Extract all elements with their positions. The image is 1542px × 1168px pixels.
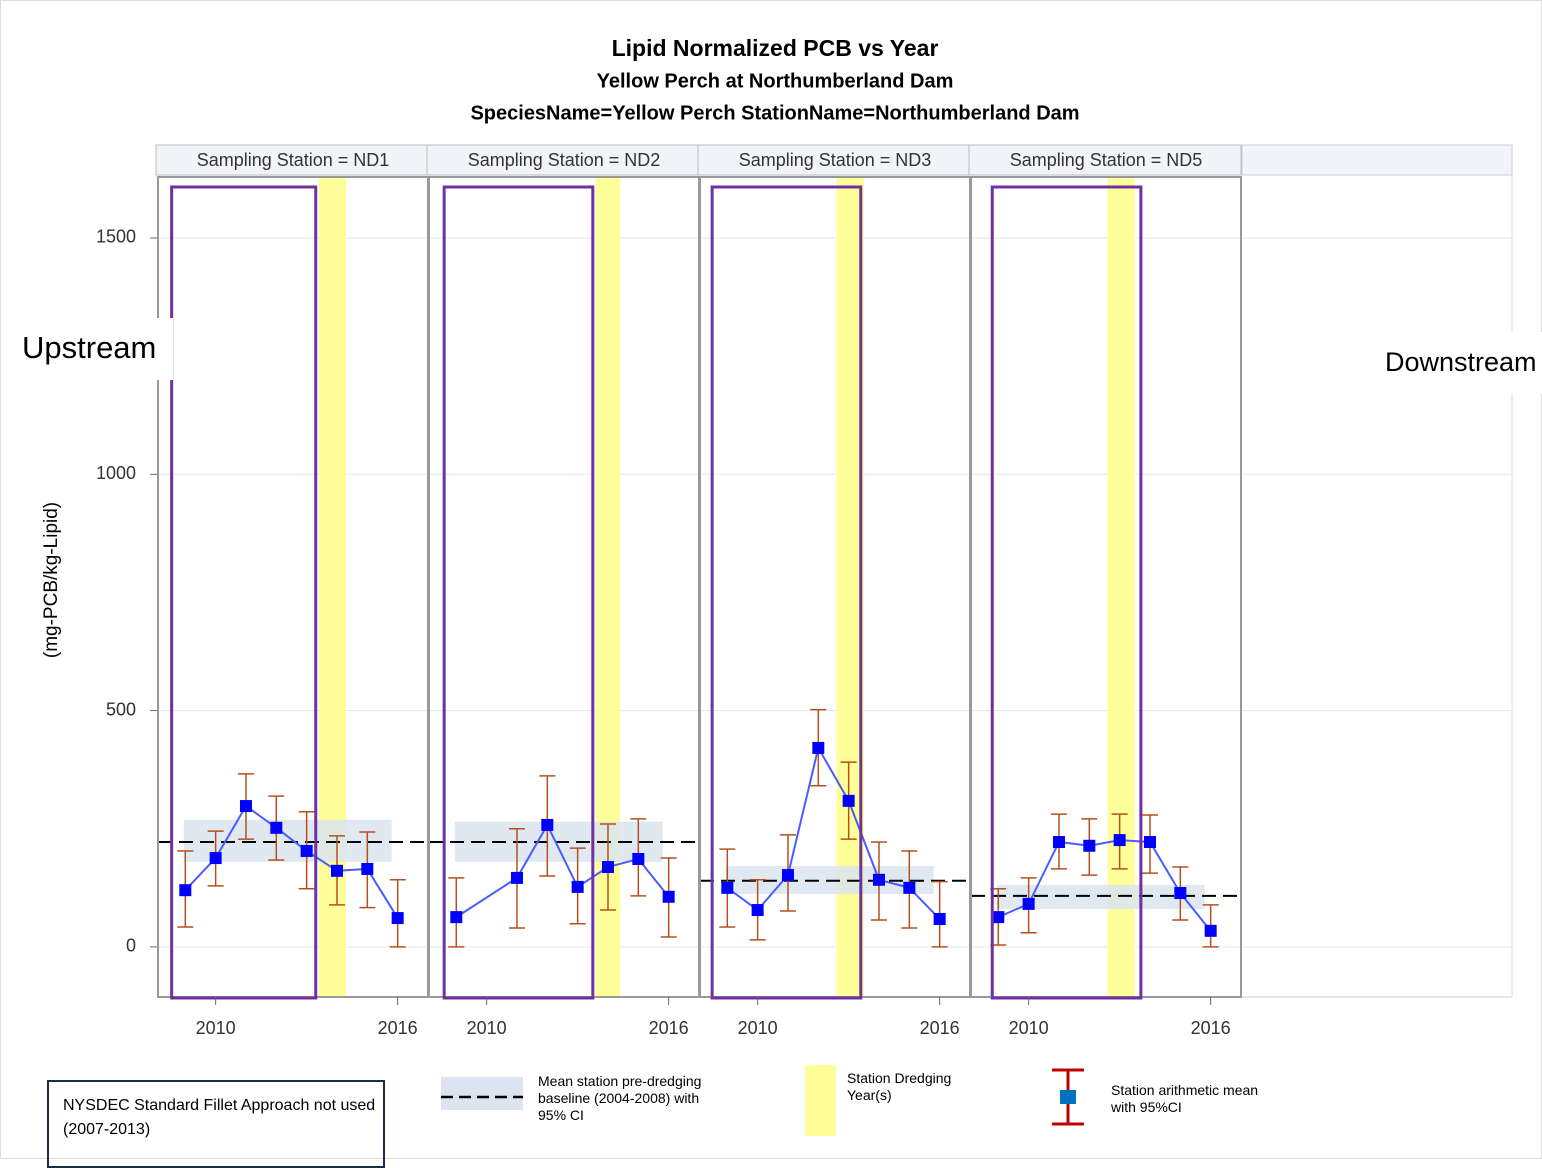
marker (781, 869, 794, 882)
chart-subtitle: Yellow Perch at Northumberland Dam (597, 70, 954, 92)
label-box (1370, 332, 1542, 394)
marker (1174, 887, 1187, 900)
y-tick-label: 1000 (96, 463, 136, 483)
marker (903, 881, 916, 894)
marker (510, 871, 523, 884)
marker (872, 873, 885, 886)
marker (1022, 897, 1035, 910)
panel-header (697, 144, 971, 176)
marker (270, 821, 283, 834)
marker (1052, 835, 1065, 848)
panel-header (1241, 144, 1513, 176)
panel-header (426, 144, 700, 176)
marker (992, 911, 1005, 924)
legend-swatch (441, 1077, 523, 1110)
legend-label: Station arithmetic mean with 95%CI (1111, 1082, 1259, 1115)
fillet-box (170, 185, 318, 1000)
marker (933, 913, 946, 926)
marker (601, 861, 614, 874)
panel-border (970, 176, 1242, 998)
legend-label: Mean station pre-dredging baseline (2004… (538, 1073, 702, 1123)
x-tick-label: 2016 (920, 1018, 960, 1038)
marker (361, 862, 374, 875)
fillet-box (442, 185, 595, 1000)
marker (541, 818, 554, 831)
panel-label: Sampling Station = ND2 (468, 150, 661, 170)
fillet-box (990, 185, 1143, 1000)
y-axis-label: (mg-PCB/kg-Lipid) (41, 502, 62, 658)
panel-header (155, 144, 429, 176)
x-tick-label: 2016 (378, 1018, 418, 1038)
marker (330, 864, 343, 877)
panel-border (157, 176, 429, 998)
legend-label: Station Dredging Year(s) (847, 1070, 952, 1103)
marker (209, 852, 222, 865)
panel-label: Sampling Station = ND1 (197, 150, 390, 170)
x-tick-label: 2010 (196, 1018, 236, 1038)
marker (300, 844, 313, 857)
marker (571, 880, 584, 893)
marker (1204, 924, 1217, 937)
legend-swatch (805, 1065, 836, 1136)
y-tick-label: 500 (106, 699, 136, 719)
x-tick-label: 2010 (738, 1018, 778, 1038)
marker (1113, 834, 1126, 847)
dredging-band (836, 177, 864, 997)
marker (450, 911, 463, 924)
fillet-box (710, 185, 863, 1000)
panel: Sampling Station = ND3 2010 2016 (697, 144, 972, 1038)
chart-title: Lipid Normalized PCB vs Year (612, 35, 939, 61)
series-line (997, 839, 1212, 932)
panel-border (428, 176, 700, 998)
panel: Sampling Station = ND2 2010 2016 (426, 144, 701, 1038)
marker (812, 741, 825, 754)
panel: Sampling Station = ND5 2010 2016 (968, 144, 1242, 1038)
panel-label: Sampling Station = ND5 (1010, 150, 1203, 170)
panel-label: Sampling Station = ND3 (739, 150, 932, 170)
x-tick-label: 2010 (1009, 1018, 1049, 1038)
marker (1083, 839, 1096, 852)
panel: Sampling Station = ND1 2010 2016 (155, 144, 430, 1038)
x-tick-label: 2016 (1191, 1018, 1231, 1038)
x-tick-label: 2016 (649, 1018, 689, 1038)
upstream-label: Upstream (22, 330, 156, 365)
marker (391, 912, 404, 925)
marker (239, 800, 252, 813)
marker (662, 890, 675, 903)
marker (179, 884, 192, 897)
downstream-label: Downstream (1385, 347, 1537, 377)
legend-swatch (1060, 1090, 1076, 1104)
marker (632, 852, 645, 865)
y-tick-label: 0 (126, 936, 136, 956)
note-box: NYSDEC Standard Fillet Approach not used… (47, 1080, 385, 1168)
marker (842, 794, 855, 807)
panel-header (968, 144, 1242, 176)
by-line: SpeciesName=Yellow Perch StationName=Nor… (470, 102, 1079, 124)
y-tick-label: 1500 (96, 227, 136, 247)
marker (1143, 835, 1156, 848)
dredging-band (1107, 177, 1135, 997)
x-tick-label: 2010 (467, 1018, 507, 1038)
marker (721, 881, 734, 894)
marker (751, 904, 764, 917)
label-box (8, 318, 173, 380)
